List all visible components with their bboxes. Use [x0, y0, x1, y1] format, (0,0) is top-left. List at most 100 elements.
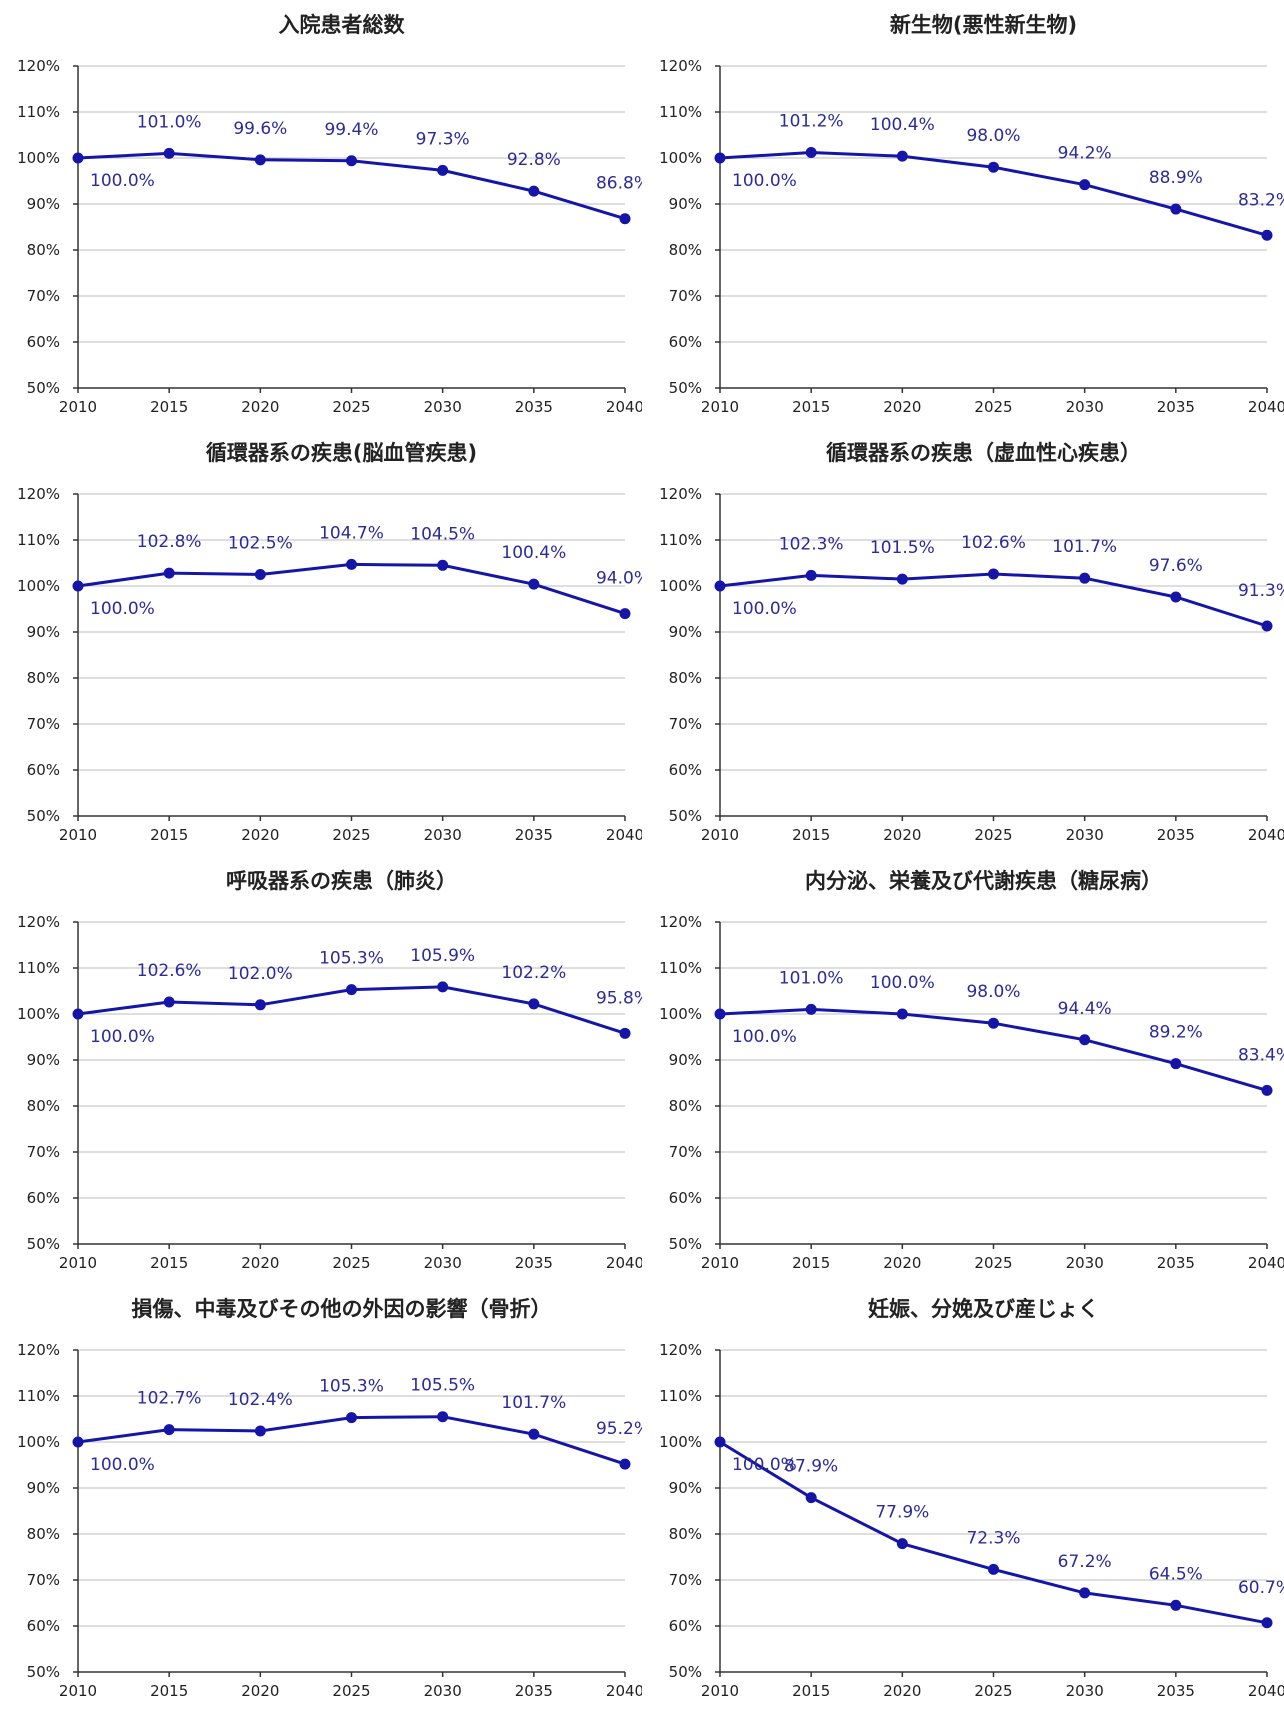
- data-label: 102.6%: [961, 533, 1026, 553]
- y-tick-label: 120%: [17, 485, 60, 503]
- data-label: 72.3%: [966, 1528, 1020, 1548]
- y-tick-label: 120%: [17, 913, 60, 931]
- data-point: [619, 608, 631, 620]
- y-tick-label: 110%: [17, 531, 60, 549]
- data-point: [896, 150, 908, 162]
- x-tick-label: 2010: [59, 398, 97, 416]
- line-chart: 入院患者総数 50% 60% 70% 80% 90% 100% 110% 120% 2010 201…: [17, 13, 642, 416]
- chart-title: 呼吸器系の疾患（肺炎）: [226, 869, 457, 893]
- chart-title: 入院患者総数: [279, 13, 406, 37]
- y-tick-label: 110%: [659, 103, 702, 121]
- x-tick-label: 2010: [59, 1682, 97, 1700]
- y-tick-label: 50%: [669, 379, 702, 397]
- data-point: [72, 152, 84, 164]
- y-tick-label: 100%: [659, 577, 702, 595]
- x-tick-label: 2020: [241, 1254, 279, 1272]
- y-tick-label: 70%: [669, 1143, 702, 1161]
- y-tick-label: 100%: [659, 149, 702, 167]
- y-tick-label: 80%: [669, 241, 702, 259]
- data-point: [896, 1008, 908, 1020]
- line-chart: 損傷、中毒及びその他の外因の影響（骨折） 50% 60% 70% 80% 90% 100% 1…: [17, 1297, 642, 1700]
- x-tick-label: 2025: [974, 1254, 1012, 1272]
- data-label: 92.8%: [507, 150, 561, 170]
- data-point: [714, 152, 726, 164]
- chart-panel-7: 損傷、中毒及びその他の外因の影響（骨折） 50% 60% 70% 80% 90% 100% 1…: [0, 1284, 642, 1712]
- data-label: 102.5%: [228, 534, 293, 554]
- data-label: 94.4%: [1058, 999, 1112, 1019]
- data-point: [1079, 1587, 1091, 1599]
- x-tick-label: 2040: [1248, 1682, 1284, 1700]
- x-tick-label: 2030: [1066, 1682, 1104, 1700]
- chart-title: 循環器系の疾患(脳血管疾患): [206, 441, 477, 465]
- y-tick-label: 110%: [659, 959, 702, 977]
- data-point: [254, 1425, 266, 1437]
- x-tick-label: 2040: [606, 1682, 642, 1700]
- data-label: 100.0%: [732, 1455, 797, 1475]
- y-tick-label: 100%: [17, 1005, 60, 1023]
- x-tick-label: 2015: [792, 826, 830, 844]
- data-label: 95.2%: [596, 1419, 642, 1439]
- series-line: [77, 1415, 626, 1466]
- data-point: [1170, 591, 1182, 603]
- y-tick-label: 50%: [27, 1663, 60, 1681]
- x-tick-label: 2030: [424, 1254, 462, 1272]
- data-point: [1261, 1617, 1273, 1629]
- data-point: [437, 1411, 449, 1423]
- data-point: [254, 154, 266, 166]
- y-tick-label: 50%: [27, 1235, 60, 1253]
- data-point: [254, 569, 266, 580]
- y-tick-label: 80%: [669, 1097, 702, 1115]
- y-tick-label: 50%: [669, 1663, 702, 1681]
- x-tick-label: 2035: [515, 826, 553, 844]
- data-point: [1170, 1058, 1182, 1070]
- data-point: [528, 578, 540, 590]
- x-tick-label: 2010: [701, 1254, 739, 1272]
- y-tick-label: 100%: [17, 1433, 60, 1451]
- x-tick-label: 2010: [59, 826, 97, 844]
- data-label: 100.4%: [870, 115, 935, 135]
- y-tick-label: 70%: [27, 1571, 60, 1589]
- data-label: 104.5%: [410, 524, 475, 544]
- series-line: [77, 562, 626, 616]
- chart-title: 新生物(悪性新生物): [890, 13, 1077, 37]
- y-tick-label: 80%: [27, 241, 60, 259]
- data-label: 98.0%: [966, 126, 1020, 146]
- y-tick-label: 70%: [27, 1143, 60, 1161]
- line-chart: 循環器系の疾患(脳血管疾患) 50% 60% 70% 80% 90% 100% 110% 120…: [17, 441, 642, 844]
- x-tick-label: 2030: [1066, 398, 1104, 416]
- x-tick-label: 2015: [792, 398, 830, 416]
- data-point: [437, 981, 449, 993]
- data-point: [714, 1008, 726, 1020]
- y-tick-label: 60%: [669, 1189, 702, 1207]
- y-tick-label: 90%: [27, 1479, 60, 1497]
- data-point: [1261, 1084, 1273, 1096]
- data-point: [528, 998, 540, 1010]
- data-label: 100.0%: [732, 1027, 797, 1047]
- y-tick-label: 100%: [659, 1005, 702, 1023]
- data-label: 87.9%: [784, 1457, 838, 1477]
- data-point: [1079, 1034, 1091, 1046]
- data-point: [163, 147, 175, 159]
- data-label: 101.0%: [779, 968, 844, 988]
- data-label: 77.9%: [875, 1503, 929, 1523]
- x-tick-label: 2040: [1248, 1254, 1284, 1272]
- y-tick-label: 120%: [17, 57, 60, 75]
- data-point: [619, 213, 631, 225]
- series-line: [719, 572, 1268, 628]
- x-tick-label: 2035: [515, 1254, 553, 1272]
- x-tick-label: 2015: [792, 1254, 830, 1272]
- x-tick-label: 2035: [1157, 826, 1195, 844]
- y-tick-label: 80%: [27, 1097, 60, 1115]
- x-tick-label: 2035: [515, 1682, 553, 1700]
- data-point: [1079, 572, 1091, 584]
- data-point: [346, 155, 357, 167]
- y-tick-label: 80%: [669, 1525, 702, 1543]
- y-tick-label: 80%: [669, 669, 702, 687]
- chart-panel-3: 循環器系の疾患(脳血管疾患) 50% 60% 70% 80% 90% 100% 110% 120…: [0, 428, 642, 856]
- chart-title: 内分泌、栄養及び代謝疾患（糖尿病）: [805, 869, 1162, 893]
- y-tick-label: 110%: [659, 1387, 702, 1405]
- y-tick-label: 120%: [659, 485, 702, 503]
- y-tick-label: 70%: [27, 715, 60, 733]
- data-point: [896, 573, 908, 585]
- x-tick-label: 2020: [883, 1254, 921, 1272]
